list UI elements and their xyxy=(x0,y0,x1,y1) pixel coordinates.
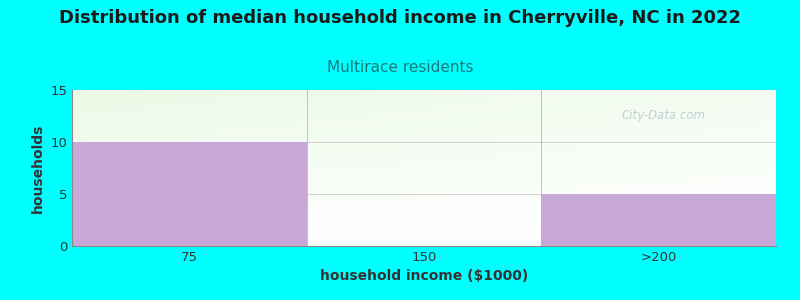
Y-axis label: households: households xyxy=(30,123,45,213)
Text: Distribution of median household income in Cherryville, NC in 2022: Distribution of median household income … xyxy=(59,9,741,27)
Text: City-Data.com: City-Data.com xyxy=(621,109,706,122)
Bar xyxy=(542,194,776,246)
Bar xyxy=(72,142,306,246)
Text: Multirace residents: Multirace residents xyxy=(326,60,474,75)
X-axis label: household income ($1000): household income ($1000) xyxy=(320,269,528,284)
